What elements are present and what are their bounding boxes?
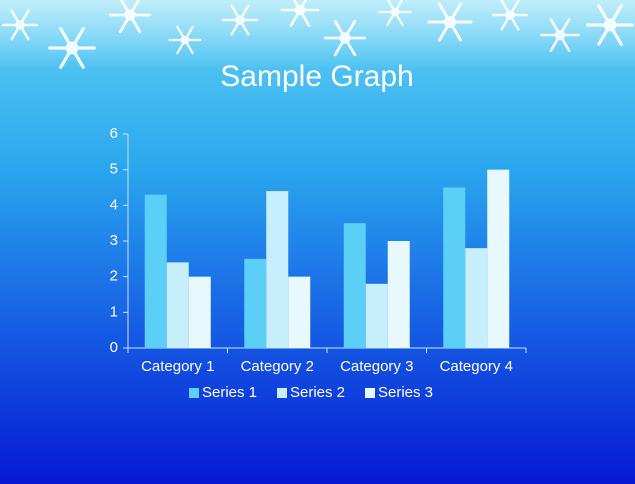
- legend-swatch: [365, 388, 375, 398]
- legend-swatch: [277, 388, 287, 398]
- legend-swatch: [189, 388, 199, 398]
- chart-title: Sample Graph: [220, 60, 413, 93]
- y-tick-label: 4: [110, 196, 118, 213]
- y-tick-label: 1: [110, 303, 118, 320]
- bar: [288, 276, 311, 348]
- bar: [365, 283, 388, 348]
- bar: [487, 169, 510, 348]
- legend-label: Series 2: [290, 384, 345, 401]
- x-tick-label: Category 1: [141, 358, 214, 375]
- frost-band: [0, 0, 635, 70]
- bar: [343, 223, 366, 348]
- legend-label: Series 3: [378, 384, 433, 401]
- bar: [244, 258, 267, 348]
- y-tick-label: 0: [110, 339, 118, 356]
- bar: [166, 262, 189, 348]
- x-tick-label: Category 4: [440, 358, 513, 375]
- x-tick-label: Category 3: [340, 358, 413, 375]
- y-tick-label: 6: [110, 125, 118, 142]
- bar: [387, 241, 410, 348]
- x-tick-label: Category 2: [241, 358, 314, 375]
- bar: [188, 276, 211, 348]
- y-tick-label: 2: [110, 268, 118, 285]
- y-tick-label: 5: [110, 161, 118, 178]
- bar: [266, 191, 289, 348]
- bar: [465, 248, 488, 348]
- legend-label: Series 1: [202, 384, 257, 401]
- bar: [443, 187, 466, 348]
- y-tick-label: 3: [110, 232, 118, 249]
- bar: [144, 194, 167, 348]
